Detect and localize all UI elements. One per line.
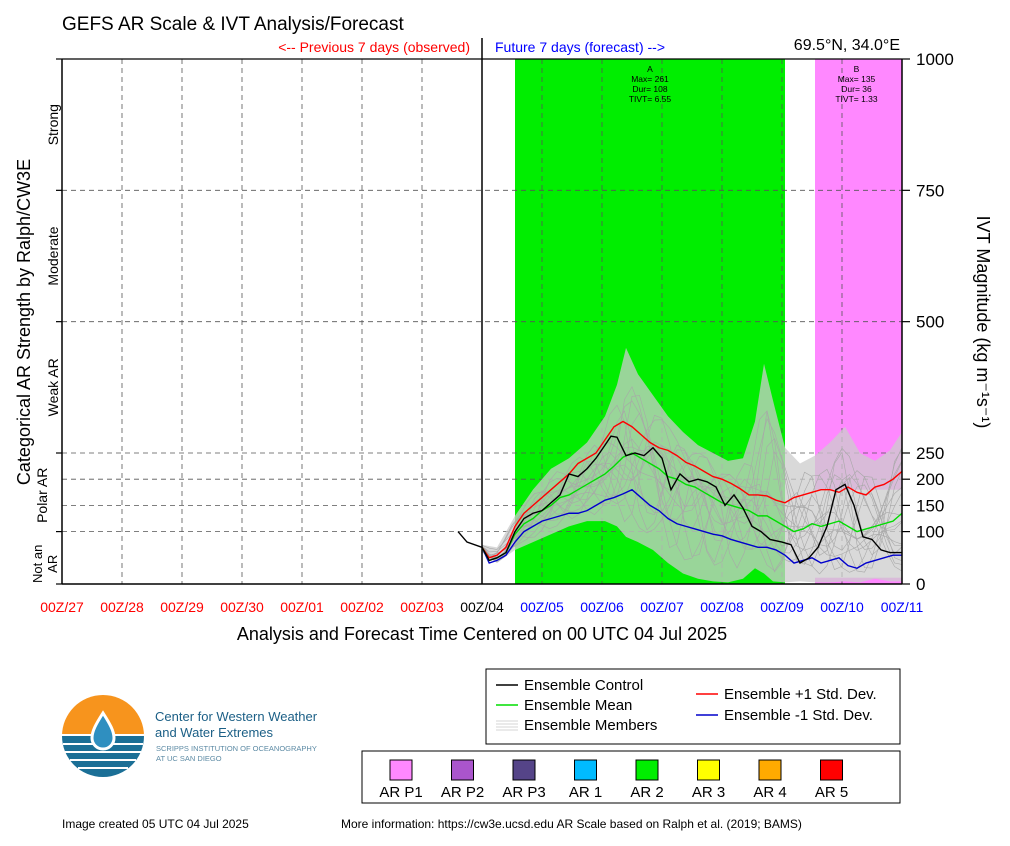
ar-event-B-label-2: Dur= 36 [841, 84, 872, 94]
ar-scale-swatch [512, 759, 536, 781]
ar-event-B-label-3: TIVT= 1.33 [835, 94, 878, 104]
observed-label: <-- Previous 7 days (observed) [278, 39, 470, 55]
ar-event-A-label-0: A [647, 64, 653, 74]
x-tick-label: 00Z/28 [100, 599, 144, 615]
ensemble-member-line [481, 442, 903, 572]
series-legend: Ensemble Control Ensemble Mean Ensemble … [485, 668, 901, 745]
ar-event-A-label-2: Dur= 108 [632, 84, 667, 94]
ensemble-control-line [457, 435, 902, 565]
ensemble-member-line [481, 410, 903, 573]
ensemble-member-line [481, 419, 903, 563]
logo-line4: AT UC SAN DIEGO [156, 754, 222, 763]
x-tick-label: 00Z/08 [700, 599, 744, 615]
footer-created: Image created 05 UTC 04 Jul 2025 [62, 817, 249, 831]
plus-std-line [481, 420, 903, 559]
category-label: Polar AR [34, 468, 50, 523]
x-tick-label: 00Z/10 [820, 599, 864, 615]
ar-scale-label: AR 4 [753, 784, 786, 801]
legend-label-plus-std: Ensemble +1 Std. Dev. [724, 686, 877, 703]
x-tick-label: 00Z/06 [580, 599, 624, 615]
footer-more-info: More information: https://cw3e.ucsd.edu … [341, 817, 802, 831]
ar-scale-swatch [820, 759, 843, 781]
x-tick-label: 00Z/03 [400, 599, 444, 615]
y-tick-label: 250 [916, 444, 944, 463]
legend-label-control: Ensemble Control [524, 677, 643, 694]
ensemble-member-line [481, 448, 903, 556]
minus-std-line [481, 488, 902, 570]
legend-label-mean: Ensemble Mean [524, 697, 632, 714]
logo-drop-icon [90, 710, 116, 751]
ar-scale-swatch [697, 759, 720, 781]
ar-scale-legend: AR P1 AR P2 AR P3 AR 1 AR 2 AR 3 AR 4 AR 5 [361, 750, 901, 804]
ar-scale-label: AR P1 [379, 784, 422, 801]
ar-scale-swatch [574, 759, 597, 781]
chart-title: GEFS AR Scale & IVT Analysis/Forecast [62, 14, 404, 35]
category-label: Moderate [45, 226, 61, 285]
legend-label-minus-std: Ensemble -1 Std. Dev. [724, 707, 873, 724]
y-tick-label: 150 [916, 496, 944, 515]
logo-line3: SCRIPPS INSTITUTION OF OCEANOGRAPHY [156, 744, 317, 753]
x-tick-label: 00Z/30 [220, 599, 264, 615]
category-label-not-ar-2: AR [45, 555, 60, 573]
ar-event-B-label-0: B [854, 64, 860, 74]
ar-scale-label: AR 3 [692, 784, 725, 801]
ar-scale-swatch [758, 759, 782, 781]
y-tick-label: 500 [916, 313, 944, 332]
ar-scale-label: AR 5 [815, 784, 848, 801]
logo-line2: and Water Extremes [155, 725, 274, 740]
legend-label-members: Ensemble Members [524, 717, 657, 734]
ensemble-member-line [481, 441, 903, 569]
x-tick-label: 00Z/11 [881, 599, 924, 615]
legend-swatch-members [496, 720, 518, 731]
ar-scale-swatch [635, 759, 659, 781]
x-tick-label: 00Z/04 [460, 599, 504, 615]
ensemble-member-line [481, 386, 903, 573]
forecast-label: Future 7 days (forecast) --> [495, 39, 665, 55]
y-tick-label: 100 [916, 523, 944, 542]
logo-line1: Center for Western Weather [155, 709, 318, 724]
axes: 00Z/27 00Z/28 00Z/29 00Z/30 00Z/01 00Z/02 00Z/… [30, 38, 954, 615]
x-tick-label: 00Z/09 [760, 599, 804, 615]
y-tick-label: 1000 [916, 50, 954, 69]
series-lines [457, 420, 903, 570]
x-tick-label: 00Z/02 [340, 599, 384, 615]
y-tick-label: 200 [916, 470, 944, 489]
y-axis-left-title: Categorical AR Strength by Ralph/CW3E [14, 159, 34, 485]
x-tick-label: 00Z/01 [280, 599, 324, 615]
category-label-not-ar: Not an [30, 545, 45, 583]
ensemble-member-line [481, 452, 903, 572]
ar-event-A-label-1: Max= 261 [631, 74, 669, 84]
x-tick-label: 00Z/27 [40, 599, 84, 615]
x-tick-label: 00Z/07 [640, 599, 684, 615]
logo-waves-icon [62, 736, 144, 777]
ar-scale-label: AR P3 [502, 784, 545, 801]
ensemble-member-line [481, 414, 903, 559]
ensemble-mean-line [481, 452, 903, 562]
ensemble-member-line [481, 418, 903, 557]
ar-scale-label: AR 2 [630, 784, 663, 801]
y-axis-right-title: IVT Magnitude (kg m⁻¹s⁻¹) [973, 216, 993, 429]
category-label: Strong [45, 104, 61, 145]
ensemble-member-line [481, 412, 903, 559]
location-label: 69.5°N, 34.0°E [794, 37, 900, 54]
cw3e-logo: Center for Western Weather and Water Ext… [60, 695, 318, 778]
y-tick-label: 750 [916, 181, 944, 200]
ensemble-member-line [481, 404, 903, 565]
grid-lines [62, 59, 902, 584]
ar-scale-swatch [389, 759, 413, 781]
x-tick-label: 00Z/29 [160, 599, 204, 615]
x-axis-title: Analysis and Forecast Time Centered on 0… [237, 624, 727, 644]
ar-event-A-label-3: TIVT= 6.55 [629, 94, 672, 104]
category-label: Weak AR [45, 358, 61, 416]
ar-scale-label: AR P2 [441, 784, 484, 801]
ar-event-B-label-1: Max= 135 [838, 74, 876, 84]
x-tick-label: 00Z/05 [520, 599, 564, 615]
ar-scale-label: AR 1 [569, 784, 602, 801]
ar-event-B-shade [815, 59, 902, 490]
y-tick-label: 0 [916, 575, 925, 594]
ar-scale-swatch [451, 759, 474, 781]
